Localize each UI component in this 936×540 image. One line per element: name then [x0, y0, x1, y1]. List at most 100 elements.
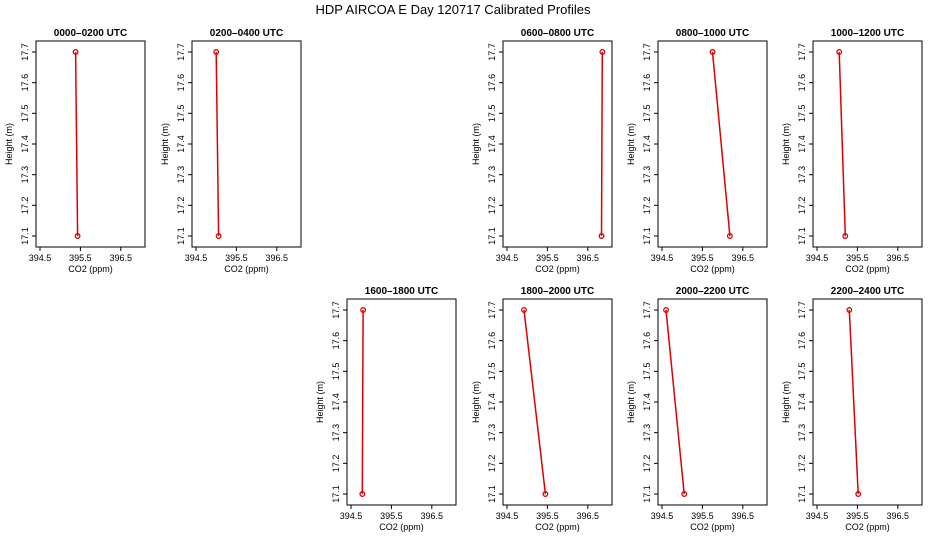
data-point: [360, 307, 367, 313]
plot-frame: [502, 40, 613, 248]
y-tick-label: 17.2: [487, 455, 497, 473]
series-line: [848, 309, 859, 495]
panel-title: 0000–0200 UTC: [54, 28, 127, 39]
data-point: [709, 49, 716, 55]
x-tick-label: 395.5: [846, 253, 869, 263]
y-tick-label: 17.7: [642, 301, 652, 319]
plot-frame: [812, 40, 923, 248]
x-axis-label: CO2 (ppm): [845, 522, 890, 532]
y-axis-label: Height (m): [626, 381, 636, 423]
panel-title: 1800–2000 UTC: [521, 286, 594, 297]
y-tick-label: 17.7: [331, 301, 341, 319]
y-tick-label: 17.6: [642, 74, 652, 92]
y-tick-label: 17.7: [487, 301, 497, 319]
y-tick-label: 17.1: [797, 485, 807, 503]
y-tick-label: 17.6: [642, 332, 652, 350]
y-axis-label: Height (m): [471, 381, 481, 423]
y-tick-label: 17.4: [642, 135, 652, 153]
x-tick-label: 395.5: [225, 253, 248, 263]
x-tick-label: 395.5: [691, 511, 714, 521]
chart-panel: 0600–0800 UTC 394.5 395.5 396.5 17.1 17.2 17.3…: [471, 28, 613, 274]
y-tick-label: 17.5: [642, 105, 652, 123]
y-axis-label: Height (m): [781, 123, 791, 165]
x-axis-label: CO2 (ppm): [690, 264, 735, 274]
series-line: [361, 309, 364, 495]
series-line: [838, 51, 847, 237]
y-tick-label: 17.2: [642, 197, 652, 215]
x-axis-label: CO2 (ppm): [690, 522, 735, 532]
y-tick-label: 17.5: [20, 105, 30, 123]
x-tick-label: 396.5: [887, 511, 910, 521]
x-axis-label: CO2 (ppm): [224, 264, 269, 274]
data-point: [726, 233, 733, 239]
y-tick-label: 17.6: [20, 74, 30, 92]
x-tick-label: 396.5: [421, 511, 444, 521]
panel-title: 0200–0400 UTC: [210, 28, 283, 39]
chart-panel: 1600–1800 UTC 394.5 395.5 396.5 17.1 17.2 17.3…: [315, 286, 457, 532]
chart-panel: 1000–1200 UTC 394.5 395.5 396.5 17.1 17.2 17.3…: [781, 28, 923, 274]
x-axis-label: CO2 (ppm): [845, 264, 890, 274]
y-axis-label: Height (m): [4, 123, 14, 165]
y-tick-label: 17.1: [642, 485, 652, 503]
x-axis-label: CO2 (ppm): [535, 264, 580, 274]
y-tick-label: 17.4: [331, 393, 341, 411]
x-tick-label: 395.5: [380, 511, 403, 521]
y-tick-label: 17.4: [797, 393, 807, 411]
y-tick-label: 17.5: [487, 363, 497, 381]
y-tick-label: 17.6: [487, 74, 497, 92]
chart-panel: 2000–2200 UTC 394.5 395.5 396.5 17.1 17.2 17.3…: [626, 286, 768, 532]
data-point: [846, 307, 853, 313]
x-tick-label: 394.5: [651, 511, 674, 521]
panel-title: 1600–1800 UTC: [365, 286, 438, 297]
y-tick-label: 17.5: [331, 363, 341, 381]
y-tick-label: 17.3: [487, 424, 497, 442]
x-tick-label: 394.5: [496, 253, 519, 263]
data-point: [599, 49, 606, 55]
panel-title: 0800–1000 UTC: [676, 28, 749, 39]
y-tick-label: 17.3: [642, 424, 652, 442]
y-tick-label: 17.4: [487, 393, 497, 411]
x-tick-label: 394.5: [340, 511, 363, 521]
data-point: [663, 307, 669, 313]
y-tick-label: 17.6: [797, 74, 807, 92]
y-tick-label: 17.2: [331, 455, 341, 473]
x-tick-label: 396.5: [110, 253, 133, 263]
y-tick-label: 17.7: [176, 43, 186, 61]
series-line: [711, 51, 731, 237]
y-tick-label: 17.1: [487, 485, 497, 503]
y-tick-label: 17.3: [487, 166, 497, 184]
x-tick-label: 396.5: [732, 511, 755, 521]
y-tick-label: 17.3: [20, 166, 30, 184]
y-tick-label: 17.5: [642, 363, 652, 381]
y-axis-label: Height (m): [160, 123, 170, 165]
x-tick-label: 394.5: [806, 253, 829, 263]
chart-panel: 0000–0200 UTC 394.5 395.5 396.5 17.1 17.2 17.3…: [4, 28, 146, 274]
y-tick-label: 17.2: [797, 197, 807, 215]
y-tick-label: 17.5: [487, 105, 497, 123]
y-axis-label: Height (m): [315, 381, 325, 423]
x-tick-label: 396.5: [887, 253, 910, 263]
panel-title: 1000–1200 UTC: [831, 28, 904, 39]
y-axis-label: Height (m): [471, 123, 481, 165]
y-axis-label: Height (m): [626, 123, 636, 165]
y-tick-label: 17.7: [797, 43, 807, 61]
y-tick-label: 17.6: [176, 74, 186, 92]
x-tick-label: 394.5: [651, 253, 674, 263]
x-tick-label: 394.5: [185, 253, 208, 263]
chart-panel: 1800–2000 UTC 394.5 395.5 396.5 17.1 17.2 17.3…: [471, 286, 613, 532]
x-tick-label: 396.5: [577, 511, 600, 521]
y-tick-label: 17.7: [20, 43, 30, 61]
y-tick-label: 17.6: [797, 332, 807, 350]
data-point: [836, 49, 843, 55]
y-tick-label: 17.4: [20, 135, 30, 153]
series-line: [215, 51, 220, 237]
data-point: [521, 307, 527, 313]
y-tick-label: 17.3: [797, 166, 807, 184]
y-tick-label: 17.7: [487, 43, 497, 61]
data-point: [72, 49, 79, 55]
x-axis-label: CO2 (ppm): [379, 522, 424, 532]
x-tick-label: 396.5: [266, 253, 289, 263]
x-axis-label: CO2 (ppm): [68, 264, 113, 274]
panel-title: 2000–2200 UTC: [676, 286, 749, 297]
y-tick-label: 17.3: [797, 424, 807, 442]
